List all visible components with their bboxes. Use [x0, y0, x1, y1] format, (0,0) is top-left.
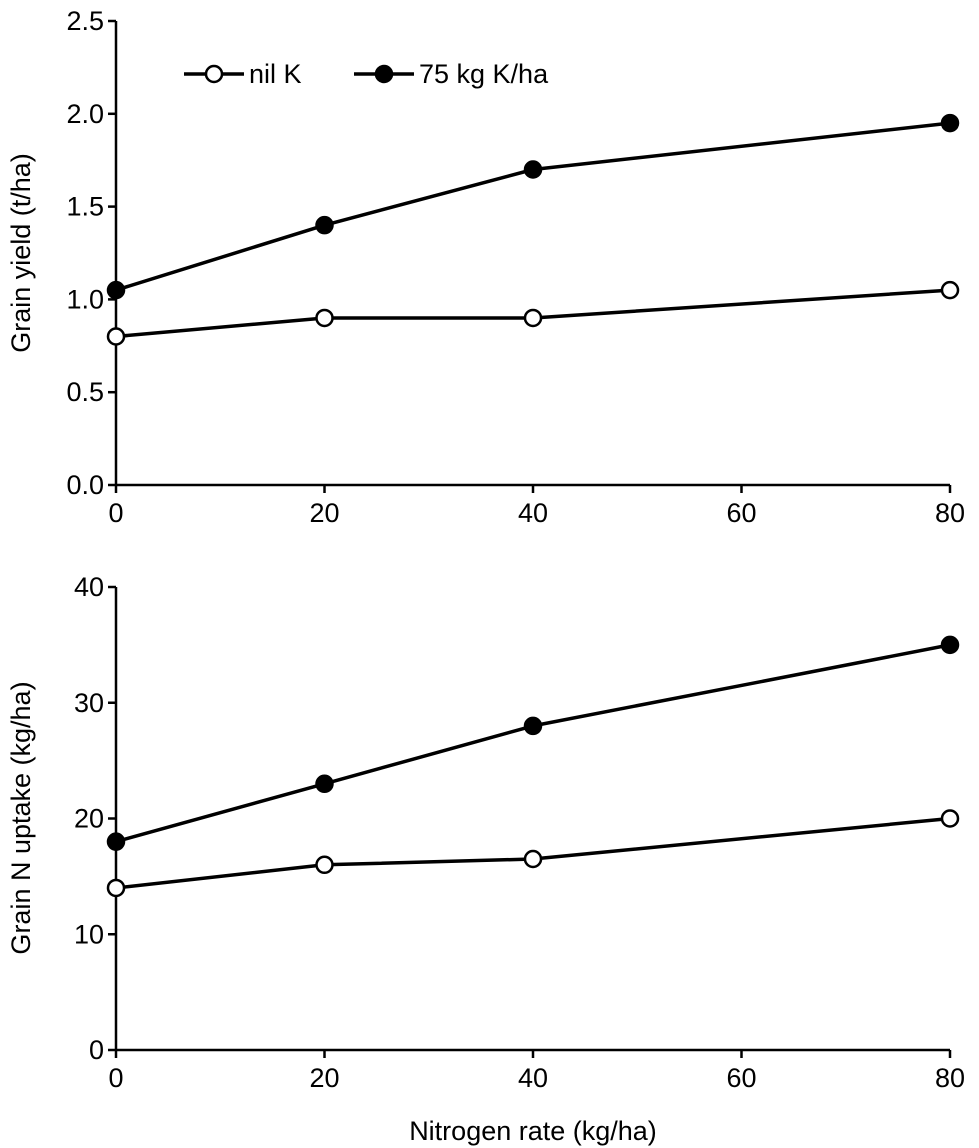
x-tick-label: 60	[726, 498, 756, 528]
data-point-nil-k	[315, 308, 334, 328]
data-point-nil-k	[940, 280, 960, 300]
y-tick-label: 0.0	[66, 470, 104, 500]
x-tick-label: 40	[518, 498, 548, 528]
x-axis-title: Nitrogen rate (kg/ha)	[409, 1116, 657, 1146]
y-tick-label: 2.5	[66, 6, 104, 36]
data-point-k-75	[523, 716, 543, 736]
legend-marker-k-75	[374, 64, 394, 84]
x-tick-label: 60	[726, 1063, 756, 1093]
x-tick-label: 80	[935, 1063, 965, 1093]
x-tick-label: 20	[309, 1063, 339, 1093]
y-axis-title: Grain yield (t/ha)	[6, 153, 36, 353]
data-point-k-75	[523, 160, 543, 179]
y-tick-label: 1.0	[66, 284, 104, 314]
y-tick-label: 10	[74, 919, 104, 949]
y-tick-label: 40	[74, 572, 104, 602]
y-tick-label: 1.5	[66, 192, 104, 222]
x-tick-label: 80	[935, 498, 965, 528]
y-tick-label: 0	[89, 1035, 104, 1065]
y-tick-label: 2.0	[66, 99, 104, 129]
data-point-k-75	[106, 832, 126, 851]
y-tick-label: 20	[74, 804, 104, 834]
data-point-k-75	[940, 113, 960, 133]
legend-label-nil-k: nil K	[249, 59, 302, 89]
data-point-nil-k	[315, 855, 334, 875]
data-point-nil-k	[106, 878, 126, 898]
data-point-nil-k	[106, 327, 126, 346]
legend-label-k-75: 75 kg K/ha	[419, 59, 549, 89]
x-tick-label: 0	[108, 498, 123, 528]
legend-marker-nil-k	[204, 64, 224, 84]
x-tick-label: 20	[309, 498, 339, 528]
series-line-nil-k	[115, 816, 951, 890]
y-tick-label: 30	[74, 688, 104, 718]
data-point-k-75	[315, 774, 334, 794]
data-point-nil-k	[523, 308, 543, 328]
legend: nil K 75 kg K/ha	[184, 59, 549, 89]
series-line-k-75	[115, 643, 951, 844]
data-point-k-75	[106, 280, 126, 300]
x-tick-label: 0	[108, 1063, 123, 1093]
grain-n-uptake-panel: 0 10 20 30 40 0 20 40 60 80 Grain N uptake (kg/ha)…	[6, 572, 965, 1146]
data-point-nil-k	[523, 849, 543, 869]
x-tick-label: 40	[518, 1063, 548, 1093]
y-tick-label: 0.5	[66, 377, 104, 407]
series-line-k-75	[115, 121, 951, 292]
data-point-nil-k	[940, 809, 960, 828]
y-axis-title: Grain N uptake (kg/ha)	[6, 681, 36, 954]
data-point-k-75	[940, 635, 960, 655]
series-line-nil-k	[115, 288, 951, 339]
data-point-k-75	[315, 215, 334, 235]
grain-yield-panel: 0.0 0.5 1.0 1.5 2.0 2.5 0 20 40 60 80 Grain yield (…	[6, 6, 965, 528]
